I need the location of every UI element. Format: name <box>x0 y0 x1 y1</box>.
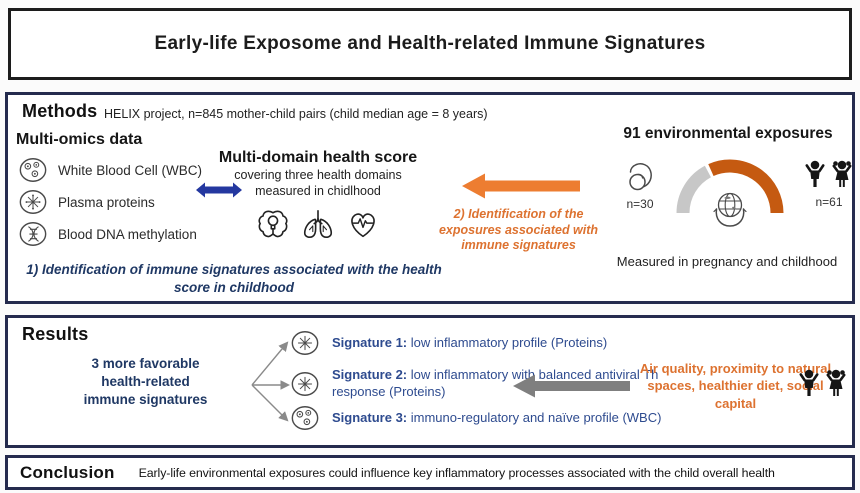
omics-healthscore-double-arrow-icon <box>196 182 242 198</box>
exposure-factors-text: Air quality, proximity to natural spaces… <box>639 361 832 411</box>
protein-icon <box>291 371 319 396</box>
globe-in-hands-icon <box>713 192 747 227</box>
results-summary: 3 more favorable health-related immune s… <box>48 355 243 409</box>
dna-icon <box>19 222 47 246</box>
multi-omics-heading: Multi-omics data <box>16 131 143 148</box>
conclusion-heading: Conclusion <box>20 462 115 482</box>
lungs-icon <box>303 209 333 238</box>
methods-section: Methods HELIX project, n=845 mother-chil… <box>5 92 855 304</box>
protein-icon <box>19 190 47 214</box>
childhood-exposure-block: n=61 <box>803 159 855 209</box>
pregnancy-exposure-block: n=30 <box>618 157 662 211</box>
exposures-caption: Measured in pregnancy and childhood <box>616 254 838 269</box>
heart-ecg-icon <box>351 213 375 238</box>
protein-icon <box>291 331 319 355</box>
health-score-heading: Multi-domain health score <box>218 149 418 166</box>
signature-name: Signature 1: <box>332 334 408 350</box>
table-row: Signature 3: immuno-regulatory and naïve… <box>290 403 662 433</box>
omics-item-label: White Blood Cell (WBC) <box>58 162 203 178</box>
table-row: Signature 1: low inflammatory profile (P… <box>290 328 662 358</box>
signature-name: Signature 2: <box>332 367 408 382</box>
wbc-icon <box>19 158 47 182</box>
pregnancy-count: n=30 <box>626 197 654 211</box>
exposures-gauge <box>676 159 784 227</box>
health-score-subtitle: measured in chidlhood <box>255 183 381 198</box>
fan-arrows-icon <box>251 341 291 422</box>
results-heading: Results <box>22 324 89 344</box>
signature-text: Signature 2: low inflammatory with balan… <box>332 367 662 401</box>
wbc-icon <box>291 406 319 430</box>
conclusion-section: Conclusion Early-life environmental expo… <box>5 455 855 490</box>
signature-name: Signature 3: <box>332 409 408 425</box>
childhood-count: n=61 <box>815 195 843 209</box>
methods-heading: Methods <box>22 101 98 121</box>
step1-annotation: 1) Identification of immune signatures a… <box>26 262 442 295</box>
step2-annotation: 2) Identification of the exposures assoc… <box>438 207 599 252</box>
signature-text: Signature 3: immuno-regulatory and naïve… <box>332 410 662 427</box>
children-icon <box>799 369 846 396</box>
list-item: Plasma proteins <box>18 187 202 217</box>
brain-icon <box>258 210 288 238</box>
results-summary-line: 3 more favorable <box>91 356 200 371</box>
exposures-to-signatures-arrow-icon <box>462 173 580 199</box>
list-item: White Blood Cell (WBC) <box>18 155 202 185</box>
children-icon <box>805 160 852 187</box>
results-section: Results 3 more favorable health-related … <box>5 315 855 448</box>
results-summary-line: immune signatures <box>83 392 208 408</box>
methods-subtitle: HELIX project, n=845 mother-child pairs … <box>104 107 488 121</box>
health-score-subtitle: covering three health domains <box>234 167 402 182</box>
exposure-factors-arrow-icon <box>513 374 630 398</box>
list-item: Blood DNA methylation <box>18 219 202 249</box>
health-score-block: Multi-domain health score covering three… <box>218 149 418 243</box>
signature-desc: immuno-regulatory and naïve profile (WBC… <box>407 409 662 425</box>
exposures-heading: 91 environmental exposures <box>623 125 833 142</box>
signature-desc: low inflammatory profile (Proteins) <box>407 334 608 350</box>
title-box: Early-life Exposome and Health-related I… <box>8 8 852 80</box>
omics-item-label: Blood DNA methylation <box>58 226 197 242</box>
multi-omics-list: White Blood Cell (WBC) Plasma proteins <box>18 155 202 251</box>
conclusion-text: Early-life environmental exposures could… <box>138 465 775 480</box>
fetus-icon <box>629 163 652 191</box>
table-row: Signature 2: low inflammatory with balan… <box>290 367 662 401</box>
omics-item-label: Plasma proteins <box>58 194 155 210</box>
figure-title: Early-life Exposome and Health-related I… <box>154 33 706 54</box>
signature-desc: low inflammatory with balanced antiviral… <box>332 367 659 399</box>
results-summary-line: health-related <box>101 374 190 390</box>
signature-text: Signature 1: low inflammatory profile (P… <box>332 335 662 352</box>
